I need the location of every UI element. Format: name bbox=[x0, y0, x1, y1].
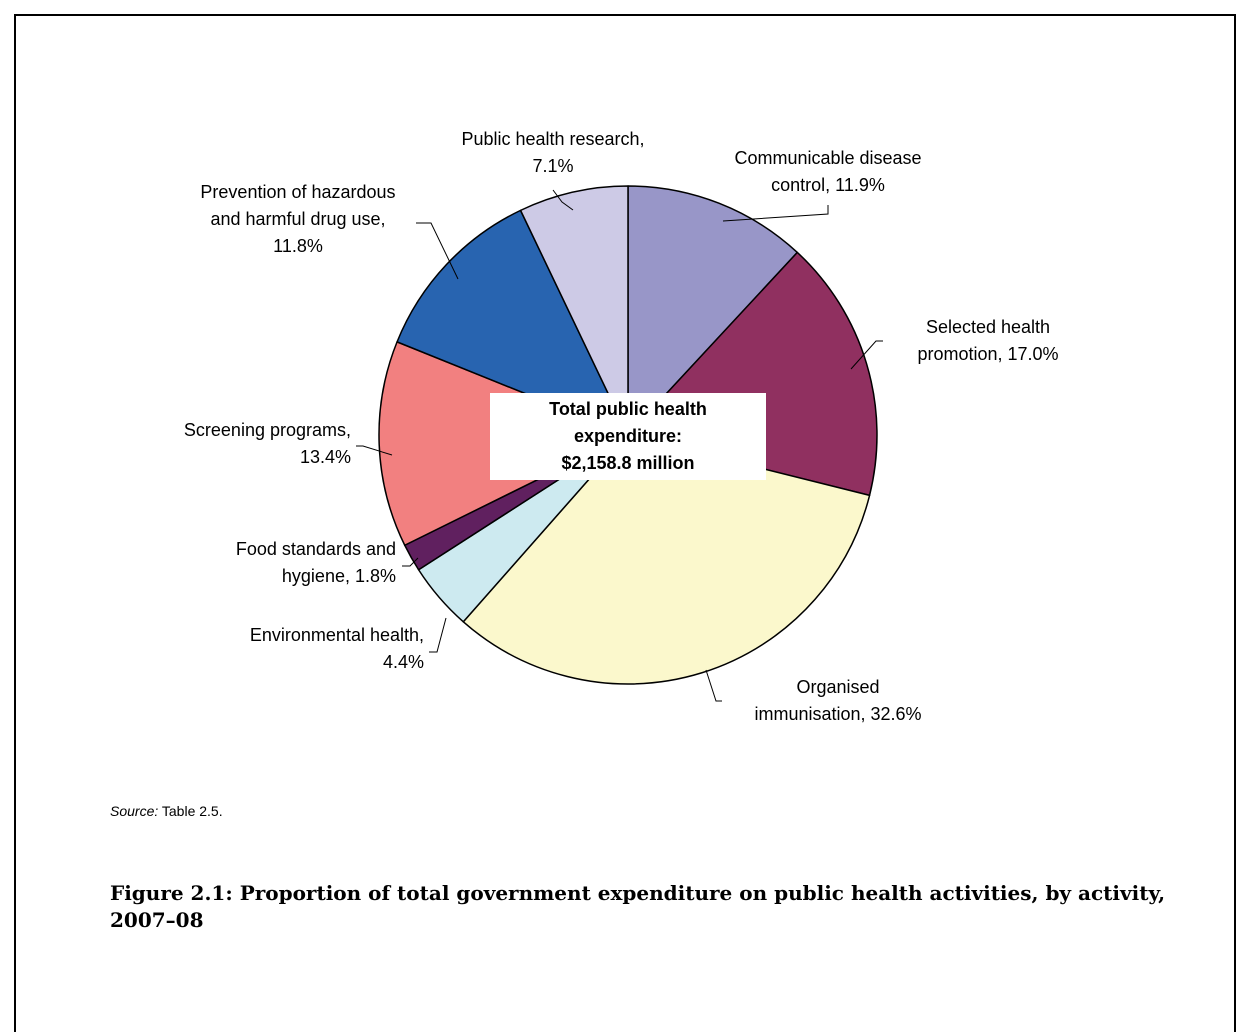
source-text: Table 2.5. bbox=[158, 803, 223, 819]
center-total-line: expenditure: bbox=[573, 426, 682, 446]
slice-label-line: 7.1% bbox=[532, 156, 573, 176]
slice-label: Organised immunisation, 32.6% bbox=[754, 677, 921, 724]
leader-line bbox=[850, 340, 883, 370]
center-total-box: Total public health expenditure: $2,158.… bbox=[490, 393, 766, 480]
figure-caption: Figure 2.1: Proportion of total governme… bbox=[110, 881, 1166, 932]
slice-label-line: Screening programs, bbox=[184, 420, 351, 440]
source-prefix: Source: bbox=[110, 803, 159, 819]
slice-label-line: Selected health bbox=[926, 317, 1050, 337]
center-total-line: Total public health bbox=[549, 399, 707, 419]
slice-label-line: Organised bbox=[796, 677, 879, 697]
slice-label: Prevention of hazardous and harmful drug … bbox=[200, 182, 395, 256]
slice-label: Selected health promotion, 17.0% bbox=[917, 317, 1058, 364]
pie-slice bbox=[627, 185, 799, 436]
slice-label-line: hygiene, 1.8% bbox=[282, 566, 396, 586]
pie-slice bbox=[519, 185, 629, 436]
leader-line bbox=[705, 669, 722, 702]
slice-label: Communicable disease control, 11.9% bbox=[734, 148, 921, 195]
slice-label-line: and harmful drug use, bbox=[210, 209, 385, 229]
leader-lines bbox=[356, 189, 883, 702]
slice-labels: Communicable disease control, 11.9% Select… bbox=[184, 129, 1059, 724]
leader-line bbox=[416, 222, 459, 280]
source-note: Source: Table 2.5. bbox=[110, 803, 223, 819]
slice-label: Food standards and hygiene, 1.8% bbox=[236, 539, 396, 586]
pie-slice bbox=[462, 434, 871, 685]
slice-label-line: control, 11.9% bbox=[771, 175, 885, 195]
slice-label-line: Communicable disease bbox=[734, 148, 921, 168]
leader-line bbox=[402, 557, 419, 567]
slice-label-line: Public health research, bbox=[461, 129, 644, 149]
slice-label-line: Prevention of hazardous bbox=[200, 182, 395, 202]
slice-label-line: Food standards and bbox=[236, 539, 396, 559]
slice-label-line: 13.4% bbox=[300, 447, 351, 467]
slice-label: Environmental health, 4.4% bbox=[250, 625, 424, 672]
leader-line bbox=[552, 189, 574, 211]
figure-frame bbox=[14, 14, 1236, 1032]
slice-label-line: 11.8% bbox=[273, 236, 323, 256]
center-total-label: Total public health expenditure: $2,158.… bbox=[549, 396, 707, 477]
pie-slices bbox=[378, 185, 878, 685]
leader-line bbox=[429, 617, 447, 653]
slice-label-line: promotion, 17.0% bbox=[917, 344, 1058, 364]
center-total-line: $2,158.8 million bbox=[561, 453, 695, 473]
slice-label-line: immunisation, 32.6% bbox=[754, 704, 921, 724]
leader-line bbox=[356, 445, 393, 456]
slice-label-line: Environmental health, bbox=[250, 625, 424, 645]
pie-slice bbox=[396, 209, 629, 436]
slice-label-line: 4.4% bbox=[383, 652, 424, 672]
slice-label: Public health research, 7.1% bbox=[461, 129, 644, 176]
leader-line bbox=[722, 205, 829, 222]
slice-label: Screening programs, 13.4% bbox=[184, 420, 351, 467]
